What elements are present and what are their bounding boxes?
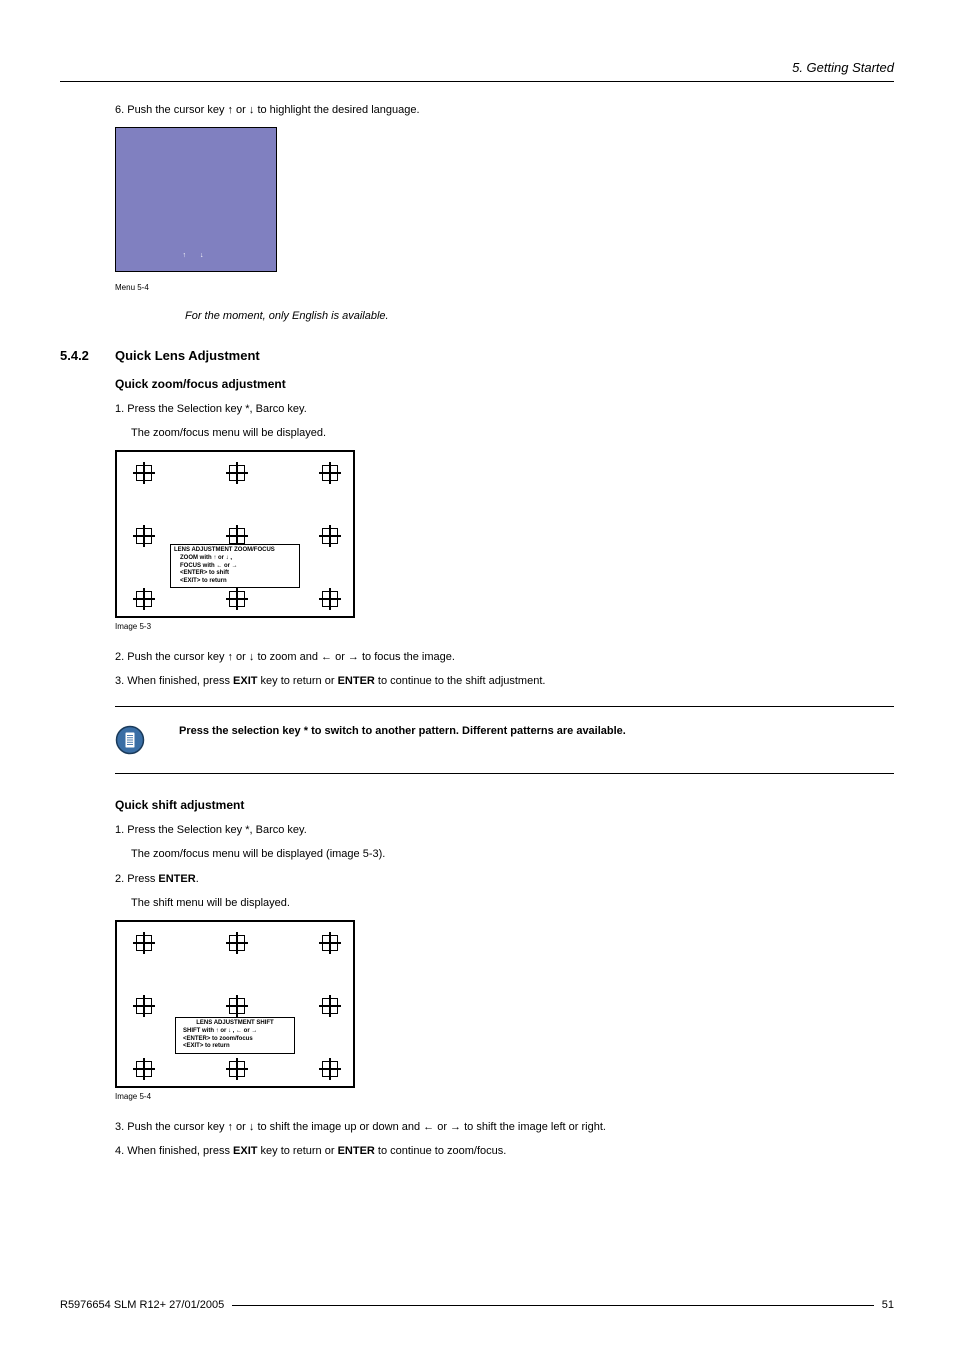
zoomfocus-step1b: The zoom/focus menu will be displayed. <box>131 425 894 442</box>
shift-step2: 2. Press ENTER. <box>115 871 894 888</box>
text: 4. When finished, press <box>115 1145 233 1157</box>
shift-step1: 1. Press the Selection key *, Barco key. <box>115 822 894 839</box>
zoomfocus-step1: 1. Press the Selection key *, Barco key. <box>115 401 894 418</box>
note-icon <box>115 725 145 755</box>
enter-key: ENTER <box>338 675 375 687</box>
text: 3. When finished, press <box>115 675 233 687</box>
page-footer: R5976654 SLM R12+ 27/01/2005 51 <box>60 1299 894 1311</box>
overlay-line: <ENTER> to shift <box>174 570 296 578</box>
menu-5-4-box: ↑ ↓ <box>115 127 277 272</box>
image-5-3-pattern: LENS ADJUSTMENT ZOOM/FOCUS ZOOM with ↑ o… <box>115 450 355 618</box>
footer-page-number: 51 <box>882 1299 894 1311</box>
text: to continue to zoom/focus. <box>375 1145 506 1157</box>
footer-rule-line <box>232 1305 874 1306</box>
menu-5-4-caption: Menu 5-4 <box>115 283 894 292</box>
overlay-line: ZOOM with ↑ or ↓ , <box>174 555 296 563</box>
enter-key: ENTER <box>338 1145 375 1157</box>
footer-left: R5976654 SLM R12+ 27/01/2005 <box>60 1299 224 1311</box>
note-text: Press the selection key * to switch to a… <box>179 725 626 737</box>
step-6: 6. Push the cursor key ↑ or ↓ to highlig… <box>115 102 894 119</box>
section-title: Quick Lens Adjustment <box>115 348 260 363</box>
shift-step3: 3. Push the cursor key ↑ or ↓ to shift t… <box>115 1119 894 1136</box>
chapter-header: 5. Getting Started <box>60 60 894 75</box>
zoomfocus-step3: 3. When finished, press EXIT key to retu… <box>115 673 894 690</box>
overlay-line: <EXIT> to return <box>179 1043 291 1051</box>
text: . <box>196 873 199 885</box>
shift-step2c: The shift menu will be displayed. <box>131 895 894 912</box>
section-5-4-2-heading: 5.4.2Quick Lens Adjustment <box>60 348 894 363</box>
shift-overlay: LENS ADJUSTMENT SHIFT SHIFT with ↑ or ↓ … <box>175 1017 295 1054</box>
header-rule <box>60 81 894 82</box>
text: 2. Press <box>115 873 158 885</box>
overlay-title: LENS ADJUSTMENT SHIFT <box>179 1020 291 1028</box>
note-english-only: For the moment, only English is availabl… <box>185 310 894 322</box>
image-5-3-caption: Image 5-3 <box>115 622 894 631</box>
text: key to return or <box>257 1145 337 1157</box>
overlay-line: SHIFT with ↑ or ↓ , ← or → <box>179 1028 291 1036</box>
image-5-4-caption: Image 5-4 <box>115 1092 894 1101</box>
zoomfocus-overlay: LENS ADJUSTMENT ZOOM/FOCUS ZOOM with ↑ o… <box>170 544 300 589</box>
exit-key: EXIT <box>233 675 257 687</box>
note-block: Press the selection key * to switch to a… <box>115 706 894 774</box>
image-5-4-pattern: LENS ADJUSTMENT SHIFT SHIFT with ↑ or ↓ … <box>115 920 355 1088</box>
overlay-title: LENS ADJUSTMENT ZOOM/FOCUS <box>174 547 296 555</box>
shift-step1b: The zoom/focus menu will be displayed (i… <box>131 846 894 863</box>
exit-key: EXIT <box>233 1145 257 1157</box>
text: to continue to the shift adjustment. <box>375 675 546 687</box>
shift-step4: 4. When finished, press EXIT key to retu… <box>115 1143 894 1160</box>
zoomfocus-heading: Quick zoom/focus adjustment <box>115 377 894 391</box>
menu-arrows: ↑ ↓ <box>183 252 210 259</box>
section-number: 5.4.2 <box>60 348 115 363</box>
text: key to return or <box>257 675 337 687</box>
shift-heading: Quick shift adjustment <box>115 798 894 812</box>
overlay-line: <ENTER> to zoom/focus <box>179 1036 291 1044</box>
enter-key: ENTER <box>158 873 195 885</box>
overlay-line: FOCUS with ← or → <box>174 563 296 571</box>
overlay-line: <EXIT> to return <box>174 578 296 586</box>
zoomfocus-step2: 2. Push the cursor key ↑ or ↓ to zoom an… <box>115 649 894 666</box>
